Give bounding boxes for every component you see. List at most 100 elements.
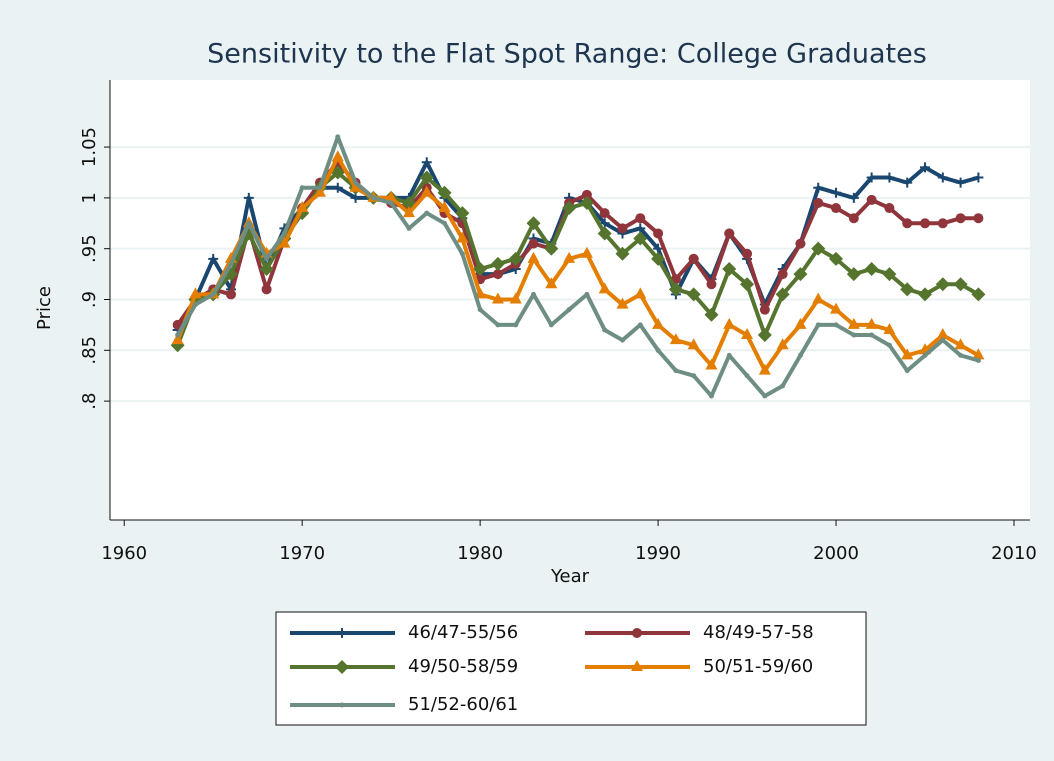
marker: [495, 322, 501, 328]
marker: [797, 352, 803, 358]
marker: [848, 213, 859, 224]
marker: [545, 277, 558, 289]
marker: [584, 291, 590, 297]
y-axis-label: Price: [34, 286, 55, 330]
marker: [562, 201, 577, 216]
marker: [598, 282, 611, 294]
marker: [473, 262, 488, 277]
marker: [526, 216, 541, 231]
marker: [655, 347, 661, 353]
marker: [901, 348, 914, 360]
legend-marker: [335, 660, 349, 674]
marker: [635, 213, 646, 224]
marker: [171, 333, 184, 345]
marker: [851, 332, 857, 338]
marker: [884, 172, 895, 183]
marker: [724, 228, 735, 239]
marker: [777, 269, 788, 280]
marker: [972, 348, 985, 360]
marker: [175, 332, 181, 338]
marker: [490, 256, 505, 271]
marker: [563, 251, 576, 263]
marker: [864, 262, 879, 277]
marker: [691, 373, 697, 379]
marker: [477, 307, 483, 313]
marker: [528, 238, 539, 249]
marker: [708, 393, 714, 399]
marker: [335, 134, 341, 140]
x-tick-label: 1980: [457, 543, 503, 564]
marker: [904, 368, 910, 374]
marker: [579, 195, 594, 210]
chart-title: Sensitivity to the Flat Spot Range: Coll…: [207, 39, 927, 70]
marker: [922, 352, 928, 358]
marker: [830, 302, 843, 314]
marker: [349, 180, 362, 192]
marker: [527, 251, 540, 263]
marker: [264, 256, 270, 262]
marker: [259, 262, 274, 277]
marker: [833, 322, 839, 328]
marker: [865, 317, 878, 329]
marker: [940, 337, 946, 343]
marker: [317, 185, 323, 191]
y-tick-label: .85: [79, 336, 100, 365]
marker: [544, 241, 559, 256]
x-tick-label: 2010: [991, 543, 1037, 564]
y-tick-label: 1.05: [79, 127, 100, 167]
marker: [616, 297, 629, 309]
marker: [602, 327, 608, 333]
marker: [652, 317, 665, 329]
marker: [726, 352, 732, 358]
marker: [531, 291, 537, 297]
marker: [723, 317, 736, 329]
marker: [653, 228, 664, 239]
marker: [704, 307, 719, 322]
y-tick-label: .9: [79, 291, 100, 308]
marker: [278, 236, 291, 248]
marker: [831, 203, 842, 214]
marker: [192, 302, 198, 308]
marker: [780, 383, 786, 389]
marker: [918, 287, 933, 302]
marker: [580, 246, 593, 258]
marker: [668, 282, 683, 297]
x-tick-label: 1960: [101, 543, 147, 564]
marker: [794, 317, 807, 329]
marker: [402, 206, 415, 218]
marker: [421, 157, 432, 168]
marker: [688, 253, 699, 264]
marker: [829, 251, 844, 266]
marker: [759, 304, 770, 315]
marker: [900, 282, 915, 297]
marker: [813, 182, 824, 193]
series-line: [175, 160, 979, 327]
marker: [793, 267, 808, 282]
marker: [208, 253, 219, 264]
marker: [353, 180, 359, 186]
legend-label: 49/50-58/59: [408, 656, 518, 677]
y-tick-label: .95: [79, 234, 100, 263]
marker: [313, 185, 326, 197]
marker: [332, 182, 343, 193]
marker: [385, 190, 398, 202]
marker: [954, 338, 967, 350]
marker: [686, 287, 701, 302]
marker: [420, 185, 433, 197]
marker: [617, 223, 628, 234]
marker: [210, 291, 216, 297]
marker: [955, 213, 966, 224]
marker: [758, 363, 771, 375]
marker: [548, 322, 554, 328]
marker: [884, 203, 895, 214]
marker: [455, 206, 470, 221]
marker: [456, 231, 469, 243]
marker: [226, 289, 237, 300]
marker: [776, 338, 789, 350]
marker: [651, 251, 666, 266]
legend-marker: [339, 702, 345, 708]
marker: [795, 238, 806, 249]
marker: [615, 246, 630, 261]
marker: [883, 322, 896, 334]
